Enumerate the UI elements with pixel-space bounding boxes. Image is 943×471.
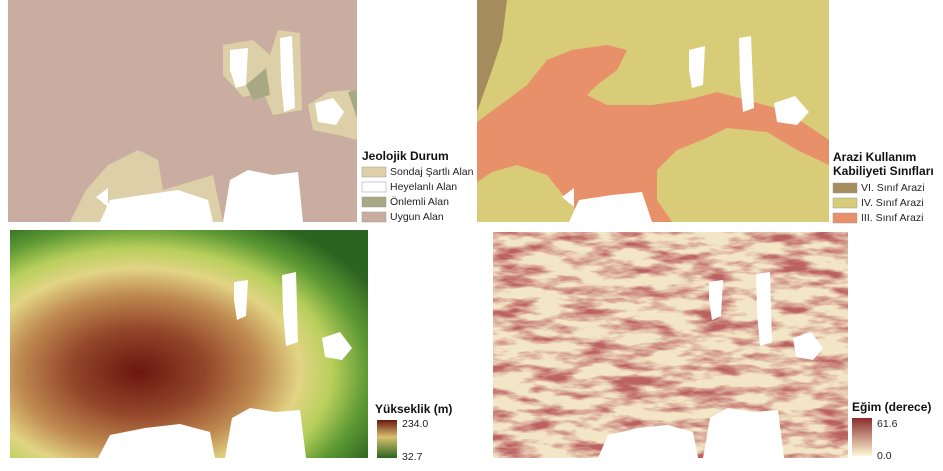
legend-item: Heyelanlı Alan [390,181,457,193]
legend-item: Önlemli Alan [390,196,449,208]
legend-title: Kabiliyeti Sınıfları [833,164,934,178]
legend-item: Sondaj Şartlı Alan [390,166,474,178]
legend-min: 0.0 [877,450,892,462]
swatch [832,212,858,224]
legend-item: IV. Sınıf Arazi [861,197,924,209]
legend-title: Jeolojik Durum [362,149,449,163]
land-capability-map [477,0,829,222]
color-ramp [852,418,872,456]
legend: Yükseklik (m) 234.0 32.7 [375,402,452,463]
legend: Eğim (derece) 61.6 0.0 [852,400,931,462]
legend-title: Eğim (derece) [852,400,931,414]
legend: Jeolojik Durum Sondaj Şartlı Alan Heyela… [361,149,474,223]
legend: Arazi Kullanım Kabiliyeti Sınıfları VI. … [832,150,934,224]
legend-title: Arazi Kullanım [833,150,916,164]
elevation-map [10,230,368,458]
swatch [832,197,858,209]
legend-item: VI. Sınıf Arazi [861,182,925,194]
color-ramp [377,420,397,458]
legend-title: Yükseklik (m) [375,402,452,416]
geology-map [8,0,357,222]
swatch [361,181,387,193]
legend-max: 61.6 [877,418,898,430]
swatch [361,166,387,178]
swatch [361,196,387,208]
swatch [832,182,858,194]
legend-item: III. Sınıf Arazi [861,212,923,224]
legend-min: 32.7 [402,451,423,463]
slope-map [493,232,848,458]
legend-item: Uygun Alan [390,211,444,223]
legend-max: 234.0 [402,418,428,430]
swatch [361,211,387,223]
